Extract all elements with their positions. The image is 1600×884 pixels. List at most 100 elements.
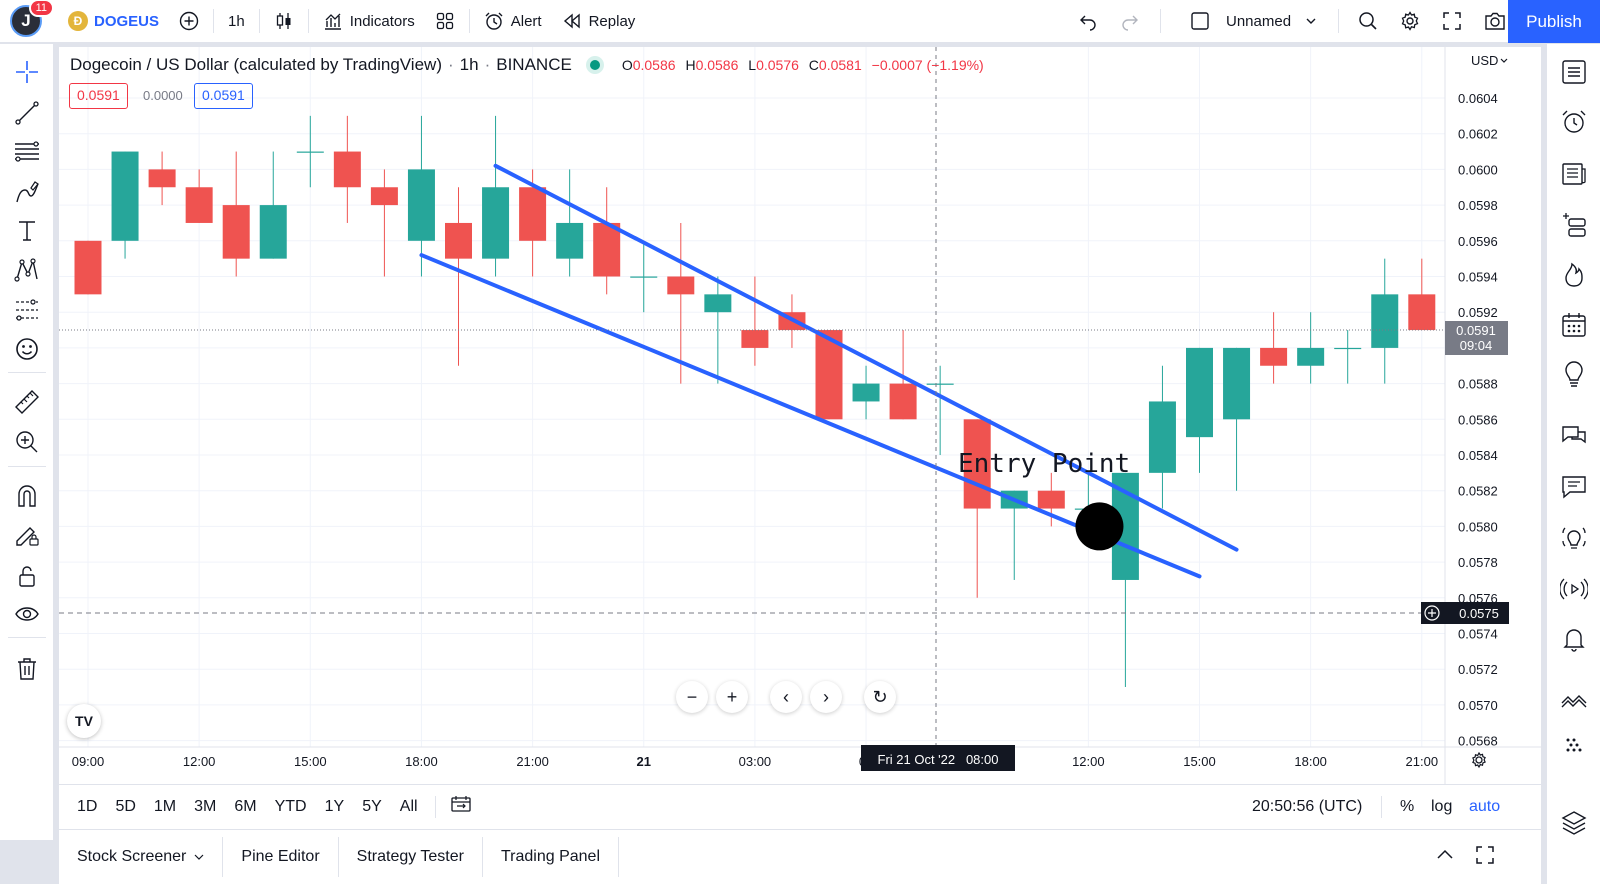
user-avatar[interactable]: J 11 — [10, 0, 54, 37]
sell-button[interactable]: 0.0591 — [69, 83, 128, 109]
chevron-down-icon[interactable] — [1500, 58, 1508, 63]
candle — [445, 187, 472, 366]
buy-button[interactable]: 0.0591 — [194, 83, 253, 109]
date-range-button[interactable] — [444, 795, 478, 818]
templates-button[interactable] — [425, 0, 465, 43]
prediction-tool[interactable] — [13, 296, 41, 324]
candle-body — [630, 276, 658, 278]
hotlists-button[interactable] — [1559, 260, 1589, 290]
trend-line[interactable] — [419, 253, 1202, 579]
data-window-button[interactable] — [1559, 159, 1589, 189]
symbol-title[interactable]: Dogecoin / US Dollar (calculated by Trad… — [70, 55, 442, 74]
candle-body — [1260, 347, 1288, 366]
trend-line-tool[interactable] — [13, 99, 41, 127]
log-toggle[interactable]: log — [1431, 797, 1453, 815]
tab-trading-panel[interactable]: Trading Panel — [483, 837, 619, 877]
crosshair-tool[interactable] — [13, 58, 41, 86]
chats-button[interactable] — [1559, 422, 1589, 452]
range-6m[interactable]: 6M — [234, 797, 257, 815]
layers-icon — [1561, 811, 1587, 835]
plus-circle-icon[interactable] — [1424, 605, 1440, 621]
percent-toggle[interactable]: % — [1400, 797, 1415, 815]
range-ytd[interactable]: YTD — [274, 797, 307, 815]
scroll-right-button[interactable]: › — [810, 681, 842, 713]
range-1m[interactable]: 1M — [153, 797, 177, 815]
interval-button[interactable]: 1h — [228, 12, 245, 30]
tab-stock-screener[interactable]: Stock Screener — [59, 837, 224, 877]
tab-pine-editor[interactable]: Pine Editor — [223, 837, 339, 877]
pattern-tool[interactable] — [13, 256, 41, 284]
symbol-search[interactable]: Ð DOGEUS — [58, 0, 169, 43]
collapse-panel-button[interactable] — [1435, 845, 1455, 870]
ideas-button[interactable] — [1559, 360, 1589, 390]
trend-line[interactable] — [493, 163, 1239, 552]
chart-pane[interactable]: 0.0604 0.0602 0.0600 0.0598 0.0596 0.0594 0.05… — [59, 47, 1541, 837]
undo-button[interactable] — [1068, 0, 1108, 43]
zoom-tool[interactable] — [13, 428, 41, 456]
brush-tool[interactable] — [13, 178, 41, 206]
streams-button[interactable] — [1559, 574, 1589, 604]
alert-label: Alert — [510, 12, 542, 30]
divider — [1338, 9, 1339, 33]
icon-tool[interactable] — [13, 335, 41, 363]
range-all[interactable]: All — [399, 797, 418, 815]
price-chart[interactable]: 0.0604 0.0602 0.0600 0.0598 0.0596 0.0594 0.05… — [59, 47, 1541, 784]
reset-chart-button[interactable]: ↻ — [864, 681, 896, 713]
price-tick-label: 0.0574 — [1458, 627, 1498, 642]
object-tree-button[interactable] — [1559, 210, 1589, 240]
range-1d[interactable]: 1D — [77, 797, 98, 815]
lock-drawings-tool[interactable] — [13, 521, 41, 549]
indicators-button[interactable]: Indicators — [313, 0, 425, 43]
divider — [8, 637, 46, 638]
calendar-button[interactable] — [1559, 310, 1589, 340]
compare-symbol-button[interactable] — [169, 0, 209, 43]
flame-icon — [1565, 262, 1583, 287]
fib-tool[interactable] — [13, 138, 41, 166]
magnet-tool[interactable] — [13, 482, 41, 510]
trendlines[interactable] — [419, 163, 1239, 579]
maximize-panel-button[interactable] — [1475, 845, 1495, 870]
alert-button[interactable]: Alert — [474, 0, 552, 43]
auto-toggle[interactable]: auto — [1469, 797, 1501, 815]
range-5y[interactable]: 5Y — [362, 797, 382, 815]
dom-button[interactable] — [1559, 734, 1589, 764]
alerts-button[interactable] — [1559, 107, 1589, 137]
text-tool[interactable] — [13, 217, 41, 245]
measure-tool[interactable] — [13, 388, 41, 416]
chart-type-button[interactable] — [264, 0, 304, 43]
layers-button[interactable] — [1559, 808, 1589, 838]
currency-label[interactable]: USD — [1471, 53, 1498, 68]
layout-menu[interactable]: Unnamed — [1180, 0, 1327, 43]
notifications-button[interactable] — [1559, 624, 1589, 654]
scroll-left-button[interactable]: ‹ — [770, 681, 802, 713]
gear-icon[interactable] — [1472, 751, 1486, 769]
tab-strategy-tester[interactable]: Strategy Tester — [339, 837, 483, 877]
watchlist-button[interactable] — [1559, 57, 1589, 87]
minds-button[interactable] — [1559, 472, 1589, 502]
markers[interactable] — [1075, 502, 1124, 551]
snapshot-button[interactable] — [1474, 0, 1516, 43]
settings-button[interactable] — [1390, 0, 1430, 43]
lock-all-tool[interactable] — [13, 562, 41, 590]
market-status-dot[interactable] — [589, 60, 600, 70]
replay-button[interactable]: Replay — [552, 0, 646, 43]
entry-point-text[interactable]: Entry Point — [958, 449, 1130, 479]
publish-button[interactable]: Publish — [1508, 0, 1600, 43]
tech-ideas-button[interactable] — [1559, 524, 1589, 554]
entry-point-marker[interactable] — [1075, 502, 1124, 551]
utc-clock[interactable]: 20:50:56 (UTC) — [1252, 797, 1363, 815]
price-axis-labels: 0.0604 0.0602 0.0600 0.0598 0.0596 0.0594 0.05… — [1458, 91, 1498, 749]
zoom-in-button[interactable]: + — [716, 681, 748, 713]
remove-drawings-tool[interactable] — [13, 655, 41, 683]
fullscreen-button[interactable] — [1432, 0, 1472, 43]
search-button[interactable] — [1348, 0, 1388, 43]
range-1y[interactable]: 1Y — [324, 797, 345, 815]
hide-drawings-tool[interactable] — [13, 600, 41, 628]
alarm-clock-icon — [485, 12, 503, 30]
trading-button[interactable] — [1559, 688, 1589, 718]
tradingview-logo[interactable]: TV — [67, 704, 101, 738]
redo-button[interactable] — [1110, 0, 1150, 43]
range-3m[interactable]: 3M — [194, 797, 217, 815]
zoom-out-button[interactable]: − — [676, 681, 708, 713]
range-5d[interactable]: 5D — [115, 797, 136, 815]
